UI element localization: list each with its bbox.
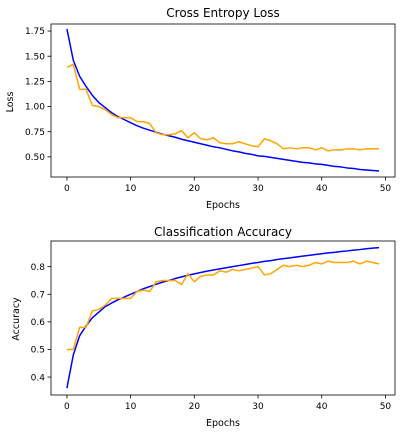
accuracy-y-tick-label: 0.4	[31, 373, 46, 383]
accuracy-x-tick-label: 10	[125, 402, 137, 412]
accuracy-y-tick-label: 0.6	[31, 318, 46, 328]
loss-x-tick-label: 30	[252, 184, 264, 194]
loss-y-axis-label: Loss	[5, 92, 16, 113]
accuracy-y-tick-label: 0.8	[31, 263, 46, 273]
loss-chart-title: Cross Entropy Loss	[166, 6, 279, 20]
loss-chart: Cross Entropy Loss Epochs Loss 0 10 20 30 40…	[5, 6, 396, 211]
loss-y-tick-label: 0.50	[25, 153, 45, 163]
loss-x-axis-label: Epochs	[206, 200, 240, 211]
loss-x-tick-label: 0	[64, 184, 70, 194]
accuracy-x-axis-label: Epochs	[206, 418, 240, 429]
loss-x-tick-label: 50	[380, 184, 392, 194]
accuracy-y-tick-label: 0.7	[31, 290, 45, 300]
loss-y-tick-label: 1.75	[25, 27, 45, 37]
accuracy-y-tick-label: 0.5	[31, 346, 45, 356]
loss-x-tick-label: 10	[125, 184, 137, 194]
loss-y-tick-label: 0.75	[25, 128, 45, 138]
accuracy-chart: Classification Accuracy Epochs Accuracy …	[11, 225, 396, 429]
accuracy-chart-title: Classification Accuracy	[154, 225, 292, 239]
loss-y-tick-label: 1.25	[25, 78, 45, 88]
accuracy-x-tick-label: 30	[252, 402, 264, 412]
loss-axes-frame	[50, 23, 396, 178]
loss-y-tick-label: 1.00	[25, 103, 45, 113]
accuracy-x-tick-label: 40	[316, 402, 328, 412]
loss-x-tick-label: 20	[189, 184, 201, 194]
accuracy-x-tick-label: 20	[189, 402, 201, 412]
accuracy-series-line-0	[66, 246, 380, 389]
accuracy-x-tick-label: 50	[380, 402, 392, 412]
loss-y-tick-label: 1.50	[25, 52, 45, 62]
accuracy-axes-frame	[50, 240, 396, 396]
loss-series-line-1	[66, 63, 380, 152]
loss-x-tick-label: 40	[316, 184, 328, 194]
accuracy-y-axis-label: Accuracy	[11, 297, 22, 341]
accuracy-series-line-1	[66, 260, 380, 351]
accuracy-x-tick-label: 0	[64, 402, 70, 412]
